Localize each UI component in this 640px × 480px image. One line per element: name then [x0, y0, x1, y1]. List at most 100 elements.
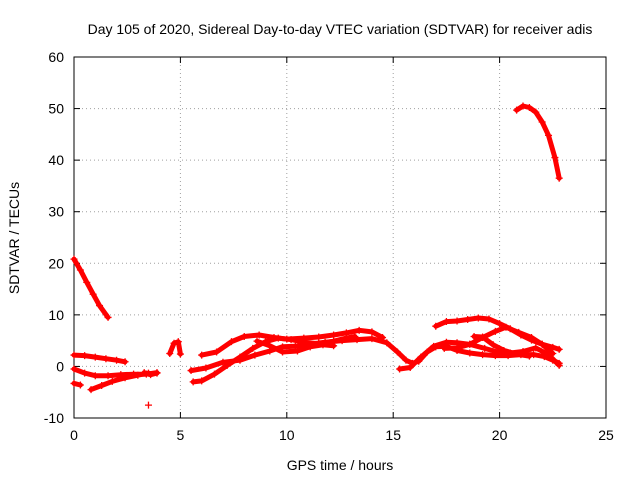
data-point-marker: [306, 343, 314, 351]
data-point-marker: [198, 351, 206, 359]
data-point-marker: [379, 334, 387, 342]
data-point-marker: [98, 382, 106, 390]
data-point-marker: [355, 326, 363, 334]
data-point-marker: [417, 353, 425, 361]
series-arc-4: [70, 379, 84, 389]
data-point-marker: [166, 350, 174, 358]
data-point-marker: [70, 351, 78, 359]
grid: [74, 57, 606, 418]
data-point-marker: [104, 313, 112, 321]
data-point-marker: [470, 333, 478, 341]
data-point-marker: [500, 346, 508, 354]
data-point-marker: [442, 338, 450, 346]
data-point-marker: [315, 333, 323, 341]
data-point-marker: [489, 341, 497, 349]
data-point-marker: [519, 102, 527, 110]
data-point-marker: [538, 118, 546, 126]
series-trace: [514, 103, 562, 181]
data-point-marker: [287, 336, 295, 344]
x-tick-label: 10: [279, 427, 295, 443]
data-point-marker: [153, 369, 161, 377]
data-point-marker: [517, 331, 525, 339]
data-point-marker: [474, 314, 482, 322]
data-point-marker: [144, 401, 152, 409]
data-point-marker: [279, 348, 287, 356]
y-axis-tick-labels: -10 0 10 20 30 40 50 60: [44, 49, 64, 426]
x-tick-label: 15: [385, 427, 401, 443]
data-point-marker: [89, 290, 97, 298]
data-point-marker: [121, 374, 129, 382]
data-point-marker: [70, 255, 78, 263]
data-point-marker: [187, 367, 195, 375]
data-point-marker: [479, 351, 487, 359]
data-point-marker: [293, 347, 301, 355]
y-tick-label: 60: [48, 49, 64, 65]
data-point-marker: [351, 333, 359, 341]
data-point-marker: [383, 339, 391, 347]
data-point-marker: [551, 154, 559, 162]
x-tick-label: 20: [492, 427, 508, 443]
data-point-marker: [368, 328, 376, 336]
data-point-marker: [430, 342, 438, 350]
data-point-marker: [202, 364, 210, 372]
data-point-marker: [466, 340, 474, 348]
series-arc-2: [70, 351, 129, 366]
series-trace: [71, 256, 111, 320]
y-tick-label: 10: [48, 307, 64, 323]
chart-title: Day 105 of 2020, Sidereal Day-to-day VTE…: [88, 21, 593, 37]
data-point-marker: [555, 361, 563, 369]
x-tick-label: 25: [598, 427, 614, 443]
x-axis-label: GPS time / hours: [287, 457, 394, 473]
data-point-marker: [513, 350, 521, 358]
data-point-marker: [342, 334, 350, 342]
data-point-marker: [176, 350, 184, 358]
data-point-marker: [406, 363, 414, 371]
data-point-marker: [253, 337, 261, 345]
data-point-marker: [102, 355, 110, 363]
data-point-marker: [525, 104, 533, 112]
data-point-marker: [532, 108, 540, 116]
data-point-marker: [223, 361, 231, 369]
data-series: [70, 102, 563, 409]
data-point-marker: [442, 318, 450, 326]
data-point-marker: [210, 370, 218, 378]
data-point-marker: [496, 320, 504, 328]
data-point-marker: [402, 356, 410, 364]
data-point-marker: [549, 350, 557, 358]
data-point-marker: [70, 365, 78, 373]
y-tick-label: 40: [48, 152, 64, 168]
plot-area-frame: [73, 56, 607, 419]
data-point-marker: [274, 334, 282, 342]
series-arc-15: [470, 333, 533, 360]
x-tick-label: 5: [177, 427, 185, 443]
data-point-marker: [532, 344, 540, 352]
x-tick-label: 0: [70, 427, 78, 443]
data-point-marker: [266, 342, 274, 350]
y-tick-label: 50: [48, 101, 64, 117]
series-arc-10: [189, 333, 359, 386]
data-point-marker: [481, 344, 489, 352]
data-point-marker: [113, 356, 121, 364]
data-point-marker: [91, 353, 99, 361]
data-point-marker: [368, 335, 376, 343]
data-point-marker: [219, 358, 227, 366]
data-point-marker: [108, 377, 116, 385]
data-point-marker: [227, 338, 235, 346]
data-point-marker: [147, 371, 155, 379]
axis-ticks: [73, 56, 607, 419]
data-point-marker: [249, 344, 257, 352]
series-trace: [167, 339, 183, 357]
data-point-marker: [545, 131, 553, 139]
y-tick-label: 20: [48, 255, 64, 271]
series-arc-14: [432, 314, 563, 353]
data-point-marker: [121, 358, 129, 366]
data-point-marker: [140, 369, 148, 377]
y-tick-label: -10: [44, 410, 64, 426]
data-point-marker: [87, 386, 95, 394]
series-arc-17: [140, 369, 161, 379]
data-point-marker: [491, 327, 499, 335]
data-point-marker: [104, 372, 112, 380]
data-point-marker: [485, 315, 493, 323]
data-point-marker: [393, 348, 401, 356]
y-axis-label: SDTVAR / TECUs: [6, 182, 22, 294]
